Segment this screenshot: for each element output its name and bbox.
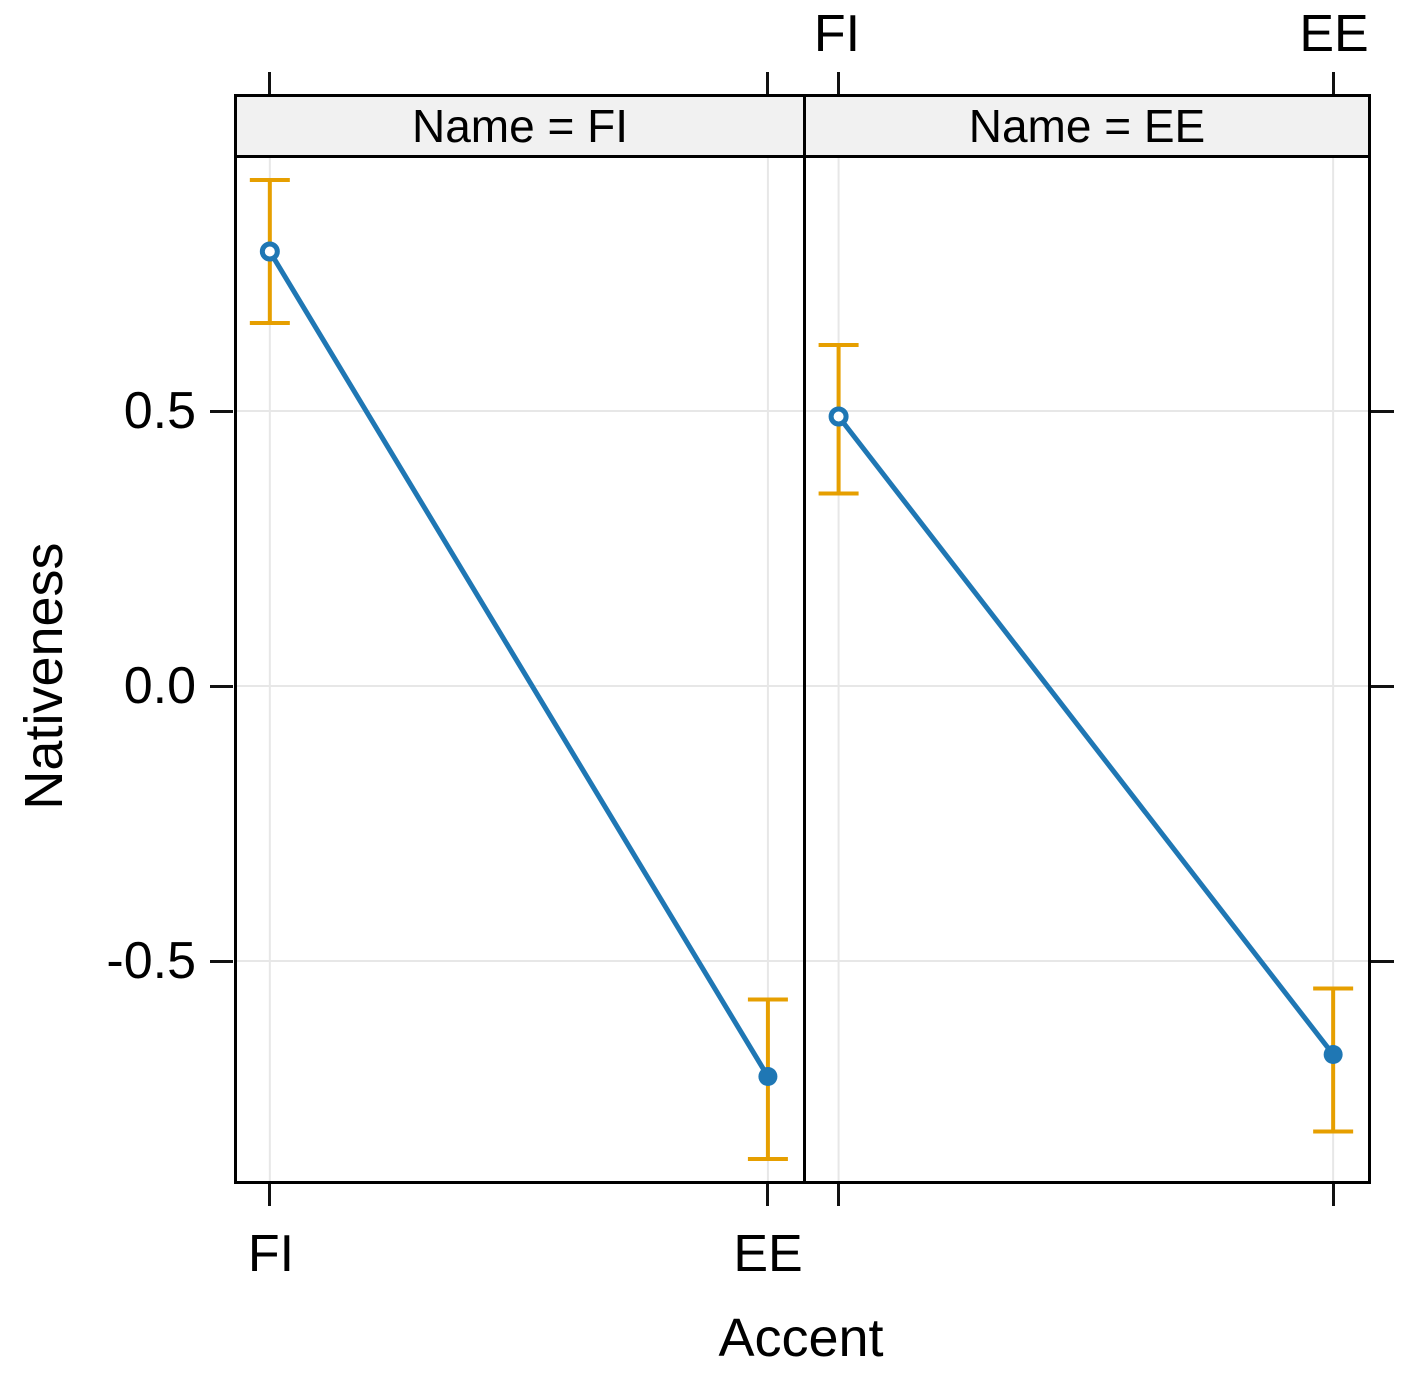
strip-header-right: Name = EE <box>806 97 1368 155</box>
y-tick-label-05: 0.5 <box>123 382 196 440</box>
data-point-open-circle <box>828 406 849 427</box>
axis-tick <box>1371 684 1394 688</box>
axis-tick <box>1331 1184 1335 1206</box>
series-line <box>267 250 771 1078</box>
panels-box: Name = FI Name = EE <box>234 94 1371 1184</box>
axis-tick <box>1331 72 1335 94</box>
strip-label-left: Name = FI <box>411 100 628 152</box>
axis-tick <box>210 959 233 963</box>
bottom-axis-label-ee: EE <box>733 1225 803 1283</box>
data-point-filled-circle <box>1323 1045 1343 1064</box>
strip-header-left: Name = FI <box>237 97 803 155</box>
series-line <box>836 414 1336 1057</box>
x-axis-title: Accent <box>718 1308 884 1368</box>
axis-tick <box>1371 409 1394 413</box>
top-axis-label-ee: EE <box>1299 5 1369 63</box>
axis-tick <box>766 1184 770 1206</box>
axis-tick <box>210 409 233 413</box>
top-axis-label-fi: FI <box>813 5 861 63</box>
axis-tick <box>268 1184 272 1206</box>
y-tick-label-neg05: -0.5 <box>106 932 196 990</box>
y-tick-label-00: 0.0 <box>123 657 196 715</box>
axis-tick <box>766 72 770 94</box>
strip-label-right: Name = EE <box>968 100 1206 152</box>
axis-tick <box>837 1184 841 1206</box>
strip-bottom-border <box>237 155 1368 158</box>
axis-tick <box>1371 959 1394 963</box>
bottom-axis-label-fi: FI <box>247 1225 295 1283</box>
data-point-filled-circle <box>758 1067 778 1086</box>
axis-tick <box>210 684 233 688</box>
axis-tick <box>268 72 272 94</box>
panel-left <box>237 158 803 1181</box>
panel-divider <box>803 97 806 1181</box>
axis-tick <box>837 72 841 94</box>
data-point-open-circle <box>259 241 280 262</box>
panel-right <box>806 158 1368 1181</box>
